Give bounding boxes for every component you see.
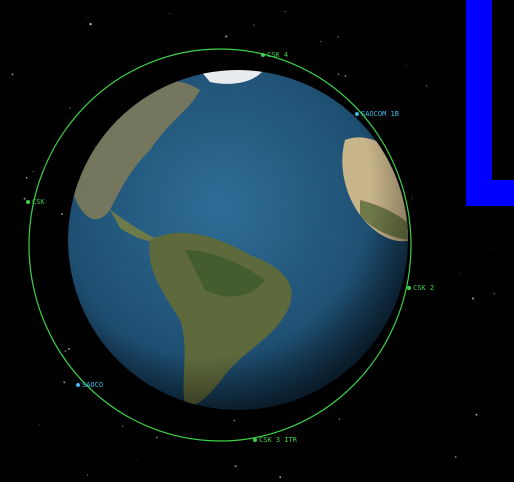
star (32, 170, 34, 172)
satellite-dot (76, 383, 80, 387)
star (492, 247, 494, 249)
star (284, 10, 286, 13)
star (64, 350, 67, 353)
star (86, 474, 89, 476)
star (472, 297, 474, 300)
star (69, 107, 71, 109)
star (338, 418, 340, 420)
star (475, 413, 478, 416)
star (493, 292, 495, 295)
star (169, 12, 171, 14)
star (426, 85, 428, 87)
star (344, 75, 347, 77)
satellite-label: CSK 3 ITR (259, 436, 298, 444)
overlay-shape (466, 0, 514, 206)
satellite-dot (253, 438, 257, 442)
satellite-dot (261, 53, 265, 57)
star (320, 40, 322, 43)
star (86, 17, 88, 19)
satellite-dot (26, 200, 30, 204)
star (405, 65, 407, 67)
star (156, 436, 158, 439)
star (459, 273, 461, 275)
star (23, 197, 26, 200)
star (225, 35, 228, 38)
star (11, 73, 14, 76)
star (233, 419, 236, 422)
star (121, 425, 124, 427)
star (68, 348, 70, 350)
star (136, 460, 138, 462)
satellites: CSK 4 SAOCOM 1B CSK CSK 2 SAOCO CSK 3 ITR (26, 51, 434, 444)
star (63, 381, 66, 384)
satellite-label: SAOCOM 1B (361, 110, 399, 118)
satellite-label: CSK 2 (413, 284, 434, 292)
star (337, 73, 340, 76)
star (455, 456, 457, 458)
satellite-dot (407, 286, 411, 290)
star (279, 476, 282, 479)
earth (68, 70, 408, 410)
satellite-label: CSK (32, 198, 45, 206)
satellite-dot (355, 112, 359, 116)
star (253, 24, 255, 26)
star (337, 36, 339, 38)
satellite-label: SAOCO (82, 381, 103, 389)
star (412, 198, 413, 200)
satellite-label: CSK 4 (267, 51, 288, 59)
star (89, 23, 92, 26)
star (234, 465, 237, 468)
orbit-ring (28, 48, 412, 442)
star (61, 213, 64, 216)
star (25, 177, 28, 179)
star (39, 424, 41, 426)
